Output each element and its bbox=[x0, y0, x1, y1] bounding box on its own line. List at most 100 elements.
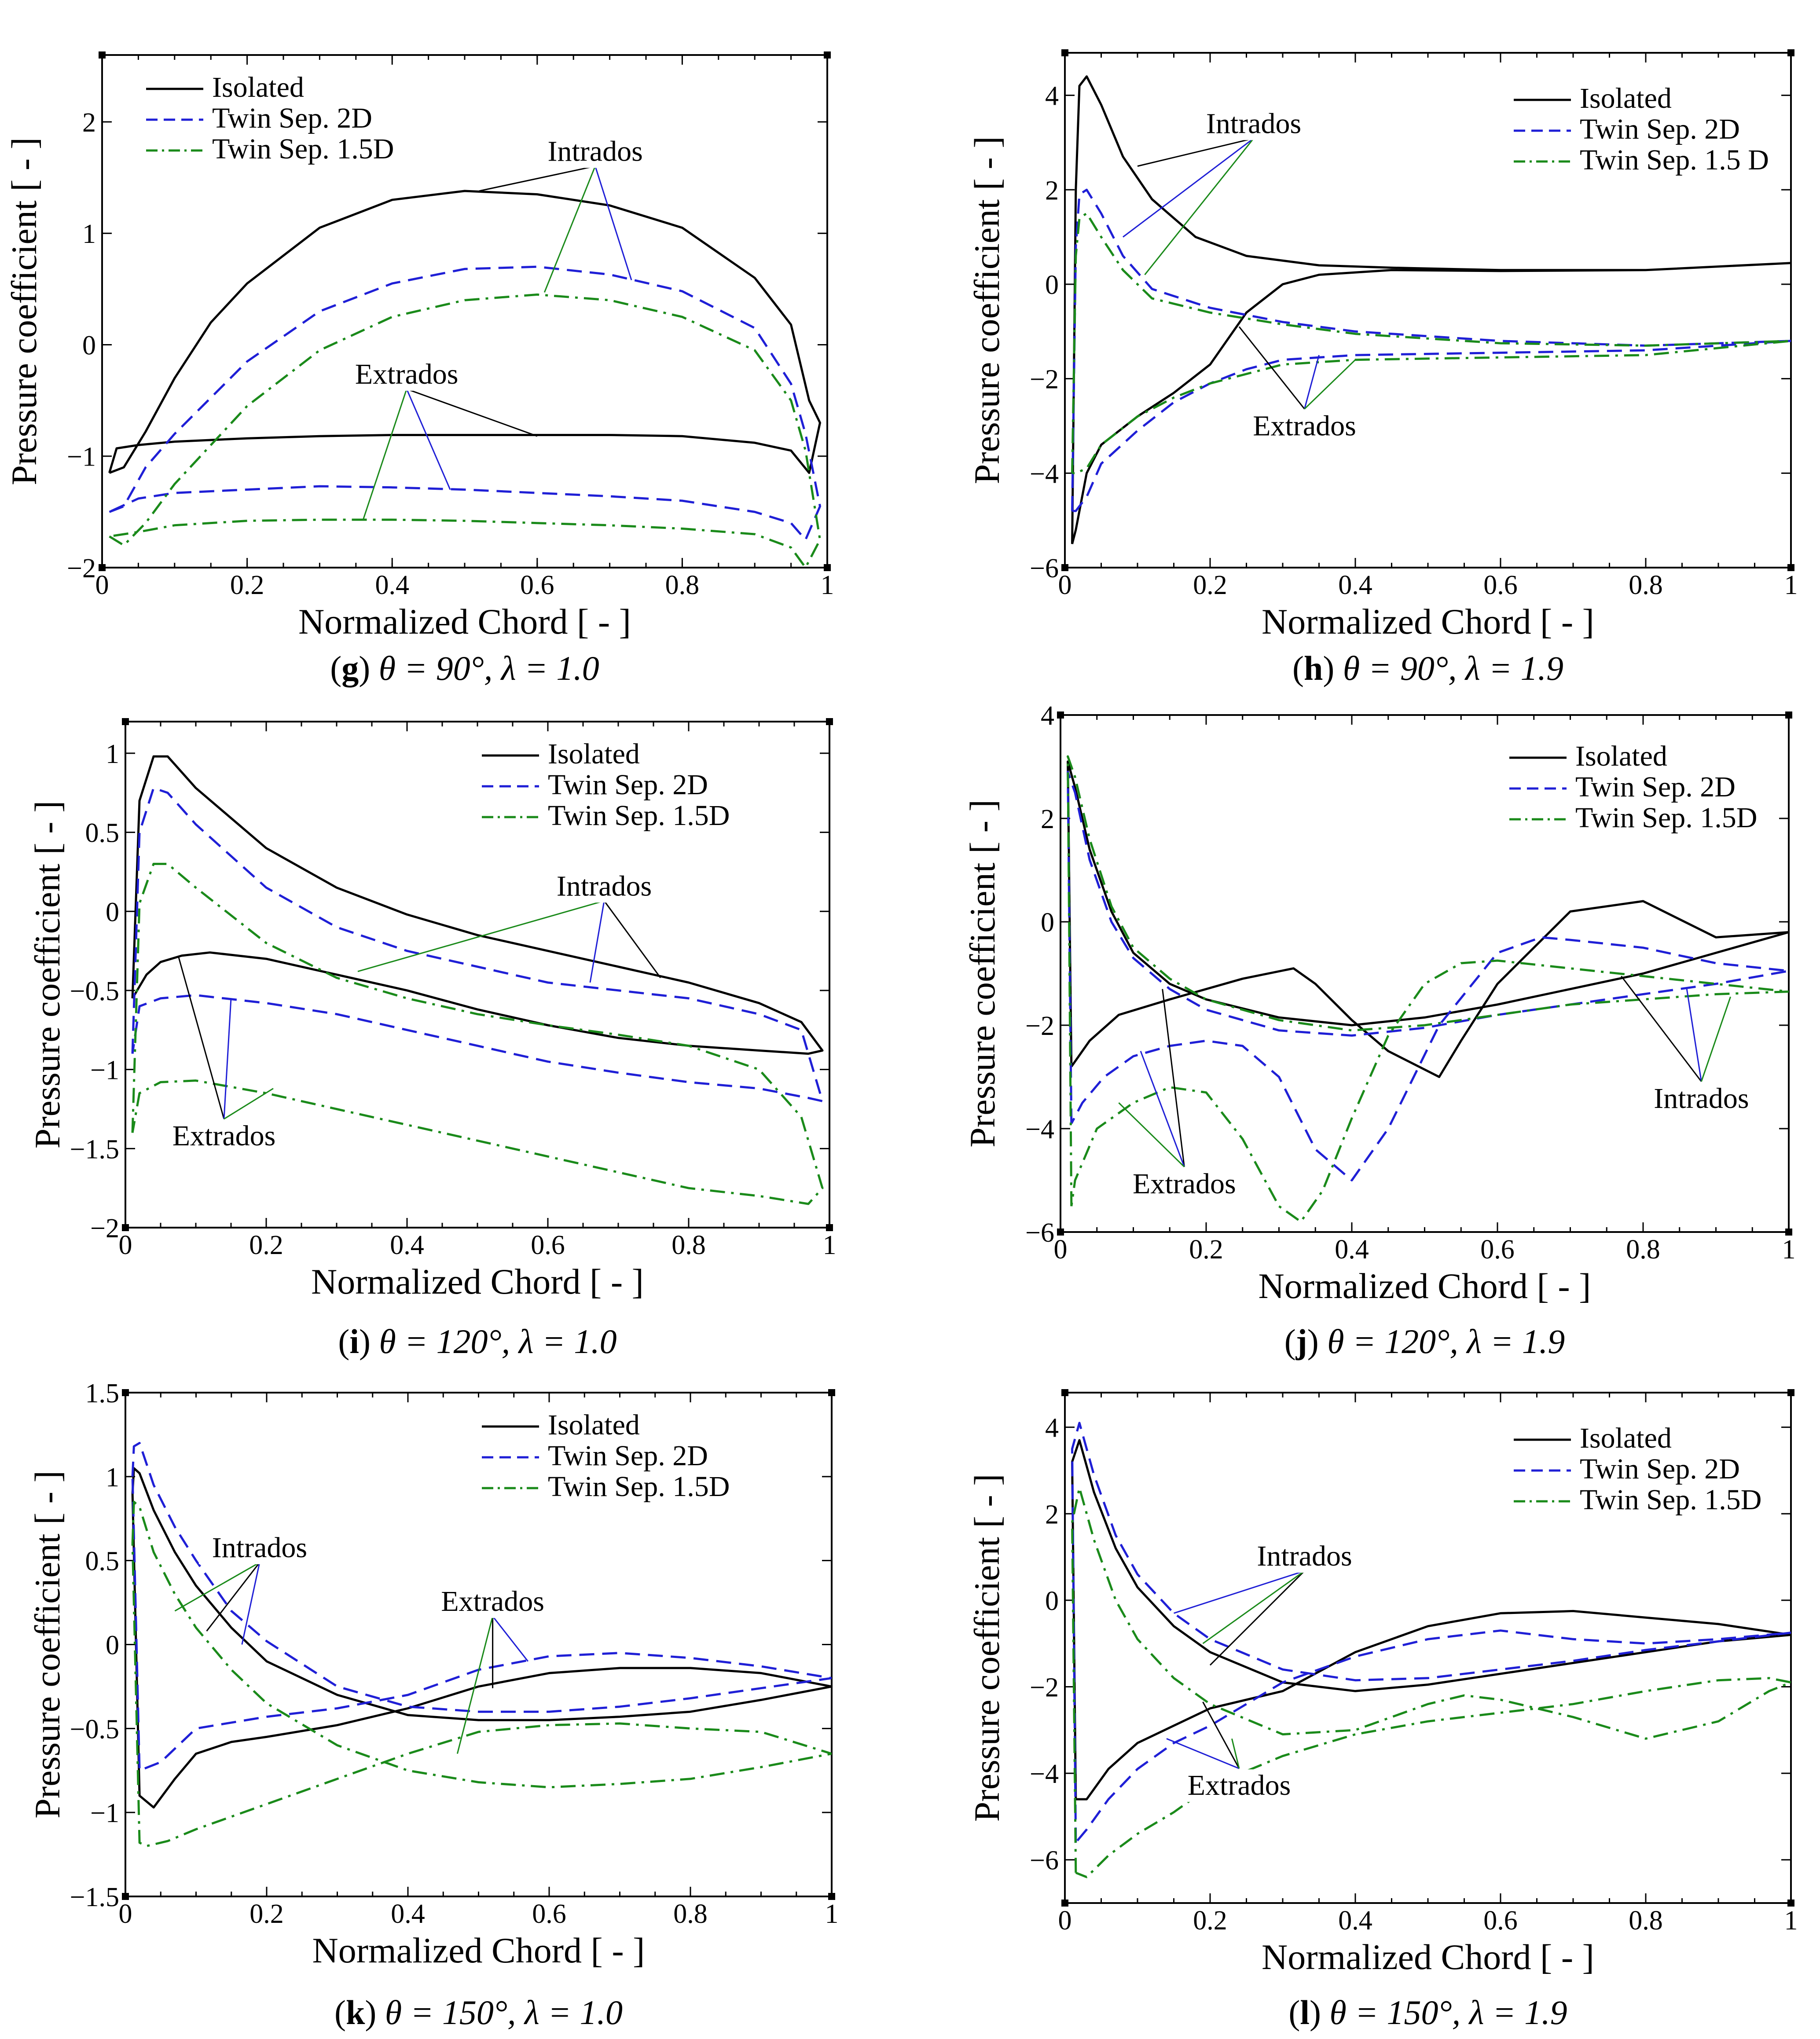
legend-label-twin15d: Twin Sep. 1.5D bbox=[1575, 802, 1757, 834]
y-tick-label: −2 bbox=[1025, 1011, 1054, 1041]
caption-lambda: λ = 1.9 bbox=[1464, 649, 1563, 687]
y-tick-label: 2 bbox=[1045, 176, 1059, 205]
annotation-label-bg bbox=[198, 1532, 320, 1565]
legend-label-twin15d: Twin Sep. 1.5D bbox=[1580, 1484, 1761, 1516]
caption-paren: ( bbox=[330, 649, 341, 687]
annotation-leader-line bbox=[223, 998, 232, 1119]
legend-label-isolated: Isolated bbox=[548, 1409, 640, 1441]
annotation-label-bg bbox=[163, 1120, 285, 1153]
caption-paren: ) bbox=[1310, 1993, 1329, 2032]
annotation-leader-line bbox=[1118, 1102, 1185, 1167]
annotation-label: Extrados bbox=[1253, 410, 1356, 442]
x-tick-label: 1 bbox=[825, 1899, 839, 1929]
series-line-twin15d bbox=[1067, 755, 1789, 1223]
caption-gap bbox=[1458, 1322, 1467, 1361]
annotation-leader-line bbox=[1700, 996, 1732, 1082]
caption-theta: θ = 150°, bbox=[1330, 1993, 1461, 2032]
panel-caption: (l) θ = 150°, λ = 1.9 bbox=[1288, 1993, 1567, 2032]
annotation-label: Intrados bbox=[1206, 107, 1301, 139]
annotation-leader-line bbox=[177, 955, 225, 1119]
caption-lambda: λ = 1.9 bbox=[1466, 1322, 1565, 1361]
x-tick-label: 1 bbox=[823, 1230, 837, 1260]
series-line-twin2d bbox=[1071, 188, 1791, 512]
annotation-leader-line bbox=[1304, 355, 1320, 409]
x-tick-label: 0.8 bbox=[1629, 1906, 1663, 1936]
annotation-leader-line bbox=[1209, 1570, 1305, 1666]
x-tick-label: 0.6 bbox=[1483, 1906, 1518, 1936]
caption-paren: ( bbox=[338, 1322, 349, 1361]
caption-paren: ( bbox=[1284, 1322, 1296, 1361]
x-tick-label: 0 bbox=[1058, 570, 1072, 600]
annotation-label-bg bbox=[534, 135, 656, 168]
y-tick-label: −1 bbox=[90, 1798, 119, 1828]
y-tick-label: −2 bbox=[67, 554, 96, 583]
x-tick-label: 0.2 bbox=[1193, 1906, 1227, 1936]
y-tick-label: 0 bbox=[106, 1631, 119, 1661]
x-tick-label: 0.4 bbox=[391, 1899, 425, 1929]
annotation-leader-line bbox=[1174, 1570, 1305, 1614]
series-line-isolated bbox=[108, 190, 821, 474]
series-line-twin2d bbox=[109, 265, 821, 541]
caption-letter: j bbox=[1295, 1322, 1307, 1361]
plot-frame bbox=[125, 1392, 833, 1897]
annotation-leader-line bbox=[1162, 989, 1185, 1167]
panel-l: 0 0.2 0.4 0.6 0.8 1 4 2 0 −2 −4 −6 Normalized Chord … bbox=[967, 1389, 1798, 2032]
annotation-leader-line bbox=[479, 165, 595, 192]
x-tick-label: 0 bbox=[95, 570, 109, 600]
x-tick-label: 0.4 bbox=[1338, 1906, 1372, 1936]
annotation-leader-line bbox=[1231, 1738, 1240, 1769]
x-tick-label: 1 bbox=[1784, 570, 1798, 600]
y-tick-label: −4 bbox=[1030, 1759, 1059, 1789]
series-line-twin2d bbox=[131, 1442, 832, 1772]
annotation-label: Extrados bbox=[1133, 1168, 1236, 1200]
annotation-label: Intrados bbox=[547, 136, 642, 168]
panel-k: 0 0.2 0.4 0.6 0.8 1 1.5 1 0.5 0 −0.5 −1 −1.5 Normaliz… bbox=[27, 1379, 839, 2032]
annotation-leader-line bbox=[1202, 1570, 1305, 1644]
caption-paren: ) bbox=[1307, 1322, 1327, 1361]
legend-label-twin2d: Twin Sep. 2D bbox=[1580, 113, 1740, 145]
legend-label-isolated: Isolated bbox=[1580, 82, 1672, 114]
x-tick-label: 0.4 bbox=[375, 570, 409, 600]
series-line-isolated bbox=[131, 1467, 832, 1809]
annotation-label: Extrados bbox=[1188, 1769, 1291, 1801]
caption-letter: k bbox=[346, 1993, 365, 2032]
annotation-leader-line bbox=[543, 166, 596, 293]
annotation-leader-line bbox=[1238, 326, 1305, 410]
series-line-isolated bbox=[1071, 75, 1791, 544]
y-tick-label: 1.5 bbox=[85, 1379, 120, 1408]
x-tick-label: 0.4 bbox=[390, 1230, 424, 1260]
x-tick-label: 0.6 bbox=[531, 1230, 565, 1260]
annotation-leader-line bbox=[603, 900, 661, 979]
x-tick-label: 0.6 bbox=[532, 1899, 566, 1929]
y-tick-label: −0.5 bbox=[70, 1714, 119, 1744]
caption-letter: h bbox=[1304, 649, 1323, 687]
x-tick-label: 0.8 bbox=[1626, 1235, 1660, 1265]
caption-theta: θ = 90°, bbox=[1343, 649, 1457, 687]
y-tick-label: −2 bbox=[90, 1214, 119, 1243]
y-tick-label: 4 bbox=[1045, 81, 1059, 111]
caption-paren: ) bbox=[365, 1993, 385, 2032]
caption-paren: ) bbox=[359, 649, 378, 687]
caption-paren: ) bbox=[1323, 649, 1343, 687]
caption-lambda: λ = 1.0 bbox=[524, 1993, 623, 2032]
caption-gap bbox=[492, 649, 501, 687]
y-tick-label: 2 bbox=[1045, 1500, 1059, 1529]
legend-label-twin2d: Twin Sep. 2D bbox=[1575, 771, 1736, 803]
caption-paren: ( bbox=[334, 1993, 346, 2032]
x-tick-label: 0.4 bbox=[1335, 1235, 1369, 1265]
y-tick-label: −2 bbox=[1030, 1672, 1059, 1702]
annotation-leader-line bbox=[1166, 1738, 1240, 1769]
x-axis-title: Normalized Chord [ - ] bbox=[1262, 1937, 1594, 1977]
legend-label-twin15d: Twin Sep. 1.5 D bbox=[1580, 144, 1769, 176]
annotation-leader-line bbox=[206, 1562, 261, 1632]
x-tick-label: 1 bbox=[1784, 1906, 1798, 1936]
series-line-twin15d bbox=[131, 862, 824, 1205]
x-tick-label: 0.2 bbox=[250, 1899, 284, 1929]
caption-theta: θ = 120°, bbox=[1327, 1322, 1458, 1361]
y-tick-label: 4 bbox=[1041, 701, 1054, 731]
caption-paren: ) bbox=[359, 1322, 379, 1361]
series-line-twin15d bbox=[1071, 212, 1791, 474]
annotation-leader-line bbox=[357, 900, 605, 972]
x-axis-title: Normalized Chord [ - ] bbox=[1259, 1266, 1591, 1306]
